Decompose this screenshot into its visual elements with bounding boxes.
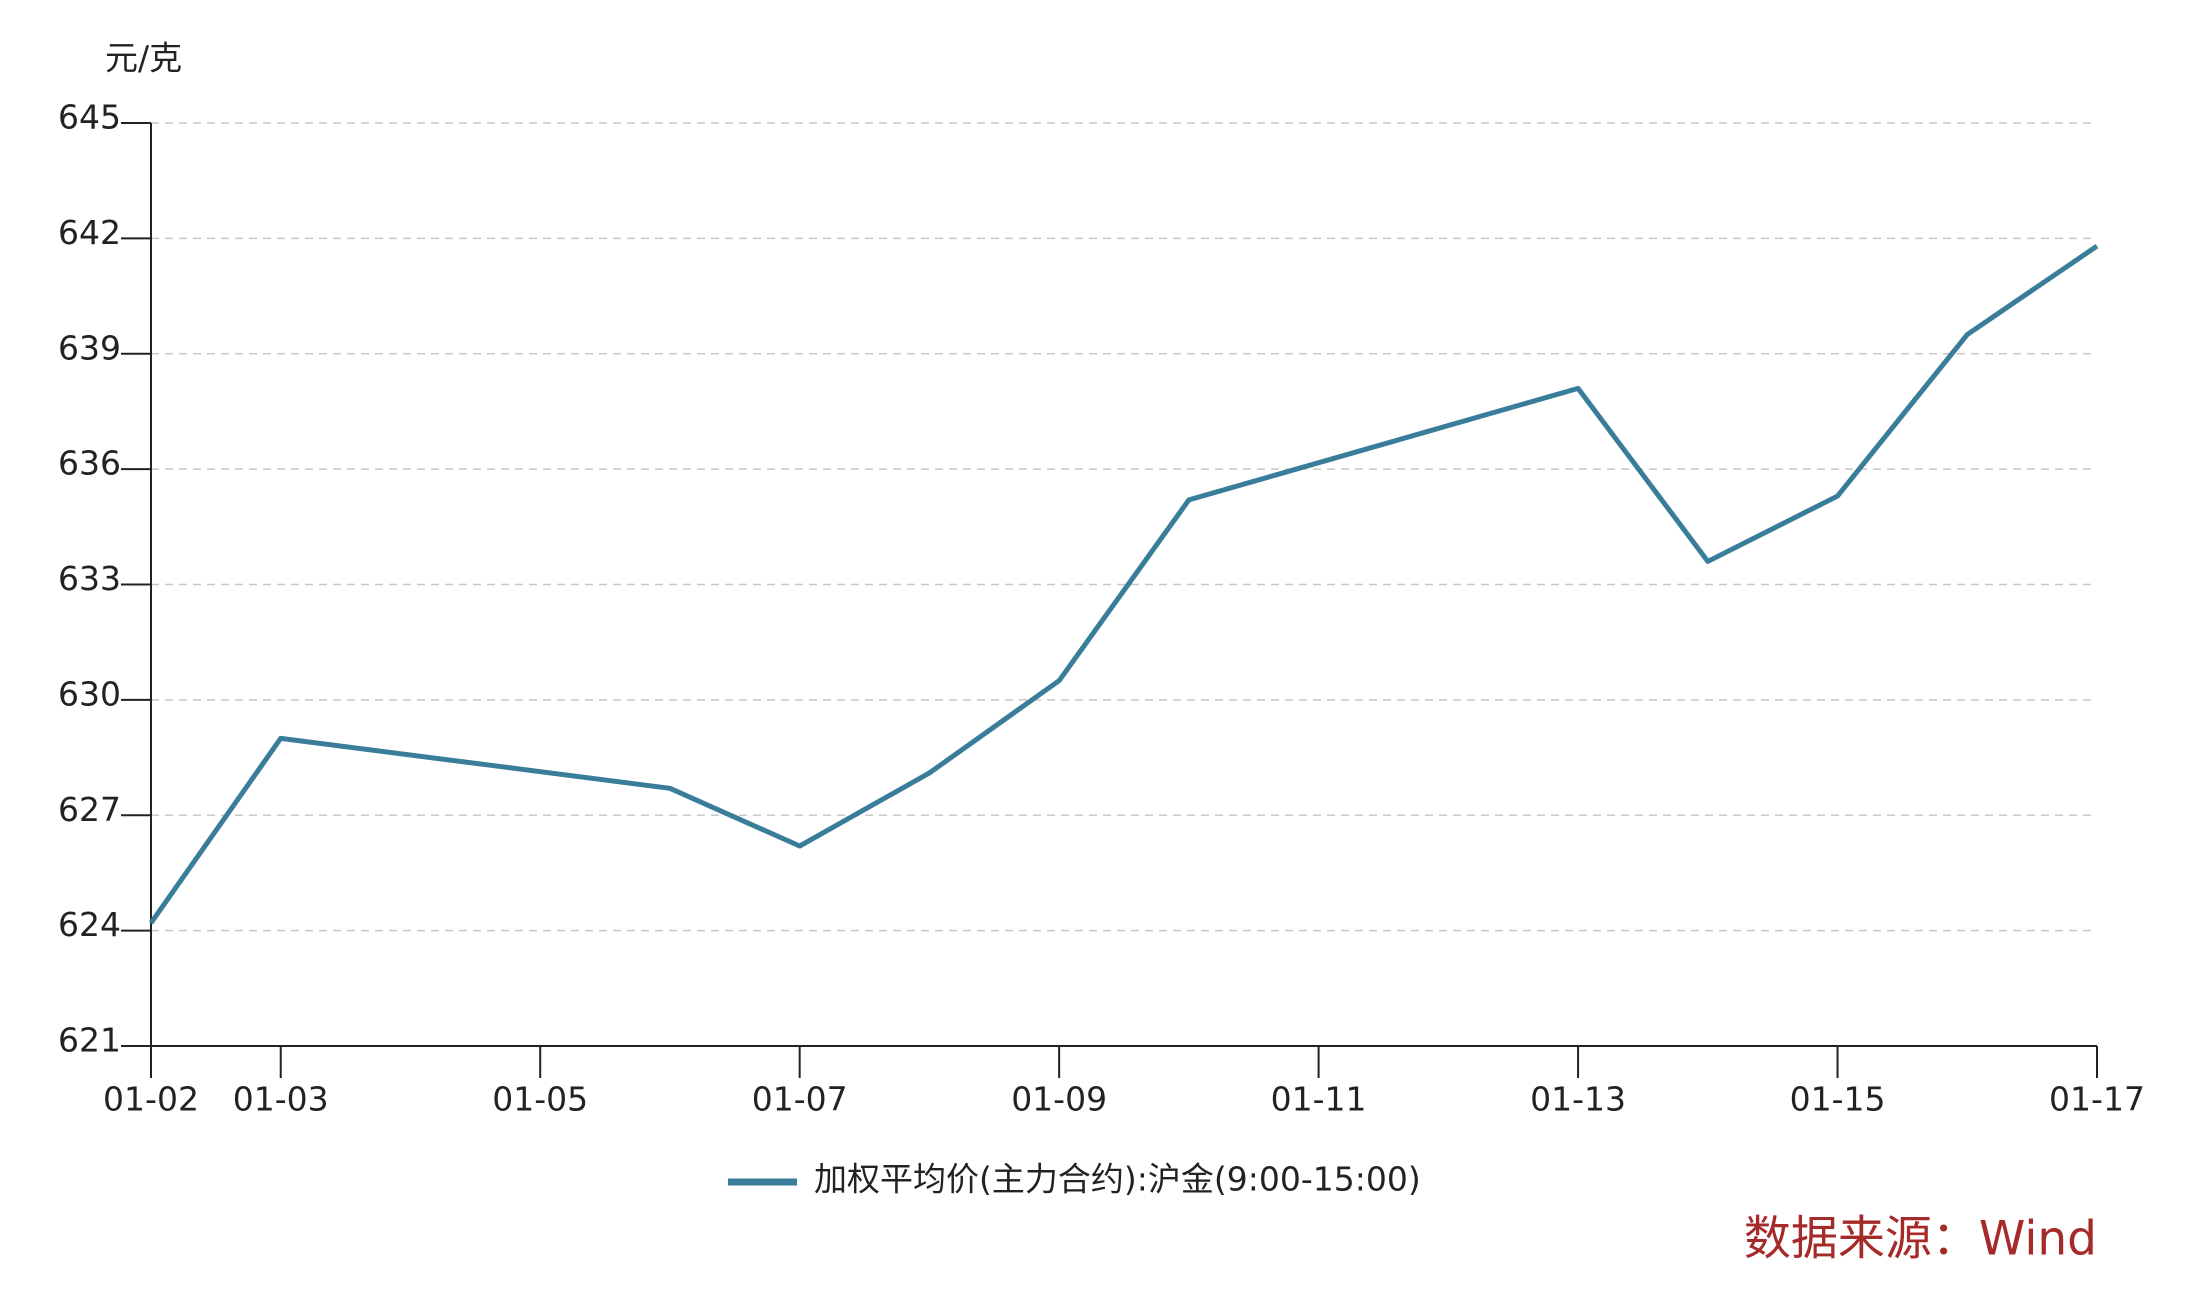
y-tick-label: 642 [58,213,121,252]
legend-label: 加权平均价(主力合约):沪金(9:00-15:00) [814,1160,1421,1199]
x-tick-label: 01-07 [752,1080,848,1119]
y-tick-label: 645 [58,98,121,137]
x-tick-label: 01-17 [2049,1080,2145,1119]
y-tick-label: 633 [58,559,121,598]
y-tick-label: 624 [58,905,121,944]
x-tick-label: 01-13 [1530,1080,1626,1119]
y-tick-label: 621 [58,1021,121,1060]
y-tick-label: 627 [58,790,121,829]
y-tick-label: 636 [58,444,121,483]
x-tick-label: 01-03 [233,1080,329,1119]
source-note: 数据来源：Wind [1744,1212,2097,1267]
y-tick-label: 630 [58,674,121,713]
x-tick-label: 01-05 [492,1080,588,1119]
y-unit: 元/克 [105,39,182,78]
x-tick-label: 01-11 [1271,1080,1367,1119]
x-tick-label: 01-09 [1011,1080,1107,1119]
x-tick-label: 01-15 [1790,1080,1886,1119]
x-tick-label: 01-02 [103,1080,199,1119]
data-line [148,244,2099,925]
y-tick-label: 639 [58,328,121,367]
